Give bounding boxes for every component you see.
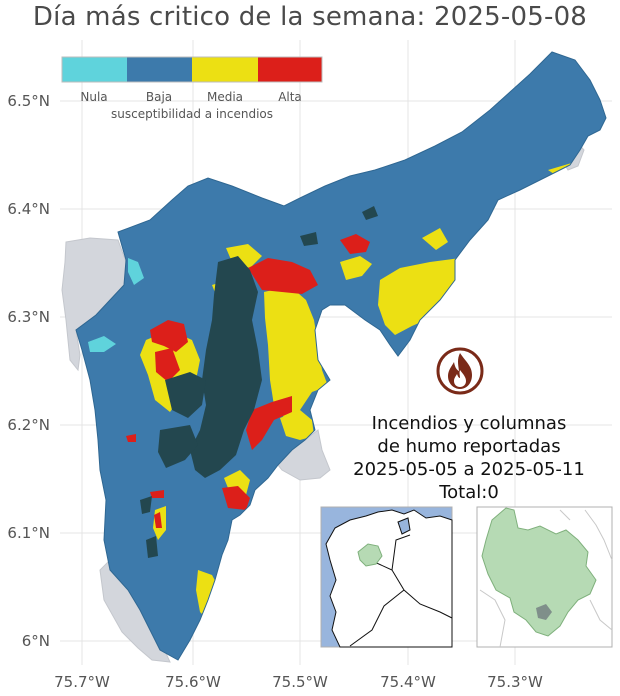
legend-swatch-nula (62, 57, 127, 82)
legend-label-baja: Baja (146, 90, 172, 104)
legend-swatch-baja (127, 57, 192, 82)
lake-area (397, 517, 411, 535)
legend-label-nula: Nula (80, 90, 107, 104)
antioquia-locator-inset (476, 506, 613, 648)
y-tick-label: 6.2°N (7, 416, 50, 434)
y-axis: 6.5°N 6.4°N 6.3°N 6.2°N 6.1°N 6°N (7, 92, 50, 650)
region-outline (75, 51, 607, 661)
x-tick-label: 75.3°W (487, 673, 543, 691)
department-highlight (357, 543, 383, 567)
y-tick-label: 6.3°N (7, 308, 50, 326)
legend: Nula Baja Media Alta susceptibilidad a i… (61, 56, 323, 121)
legend-swatch-alta (258, 57, 322, 82)
x-tick-label: 75.6°W (165, 673, 221, 691)
fire-report-total: Total:0 (439, 482, 499, 503)
x-tick-label: 75.5°W (272, 673, 328, 691)
y-tick-label: 6.4°N (7, 200, 50, 218)
x-axis: 75.7°W 75.6°W 75.5°W 75.4°W 75.3°W (54, 673, 543, 691)
colombia-locator-inset (320, 506, 453, 648)
y-tick-label: 6°N (22, 632, 50, 650)
legend-label-media: Media (207, 90, 243, 104)
fire-report-line: de humo reportadas (377, 436, 561, 457)
department-shape (481, 507, 597, 637)
legend-label-alta: Alta (278, 90, 302, 104)
fire-report-line: Incendios y columnas (371, 413, 567, 434)
x-tick-label: 75.4°W (380, 673, 436, 691)
legend-swatch-media (192, 57, 258, 82)
fire-report-text: Incendios y columnas de humo reportadas … (330, 412, 608, 504)
legend-title: susceptibilidad a incendios (111, 107, 273, 121)
class-alta-areas (126, 234, 370, 528)
map-title: Día más critico de la semana: 2025-05-08 (32, 2, 588, 32)
fire-icon (436, 347, 484, 395)
legend-bar-border (61, 56, 323, 83)
class-nula-areas (88, 258, 144, 352)
dark-cluster-areas (140, 206, 378, 558)
y-tick-label: 6.1°N (7, 524, 50, 542)
fire-report-date-range: 2025-05-05 a 2025-05-11 (353, 459, 585, 480)
y-tick-label: 6.5°N (7, 92, 50, 110)
x-tick-label: 75.7°W (54, 673, 110, 691)
land-area (325, 509, 453, 648)
country-borders (349, 534, 453, 647)
study-area-marker (536, 604, 552, 620)
